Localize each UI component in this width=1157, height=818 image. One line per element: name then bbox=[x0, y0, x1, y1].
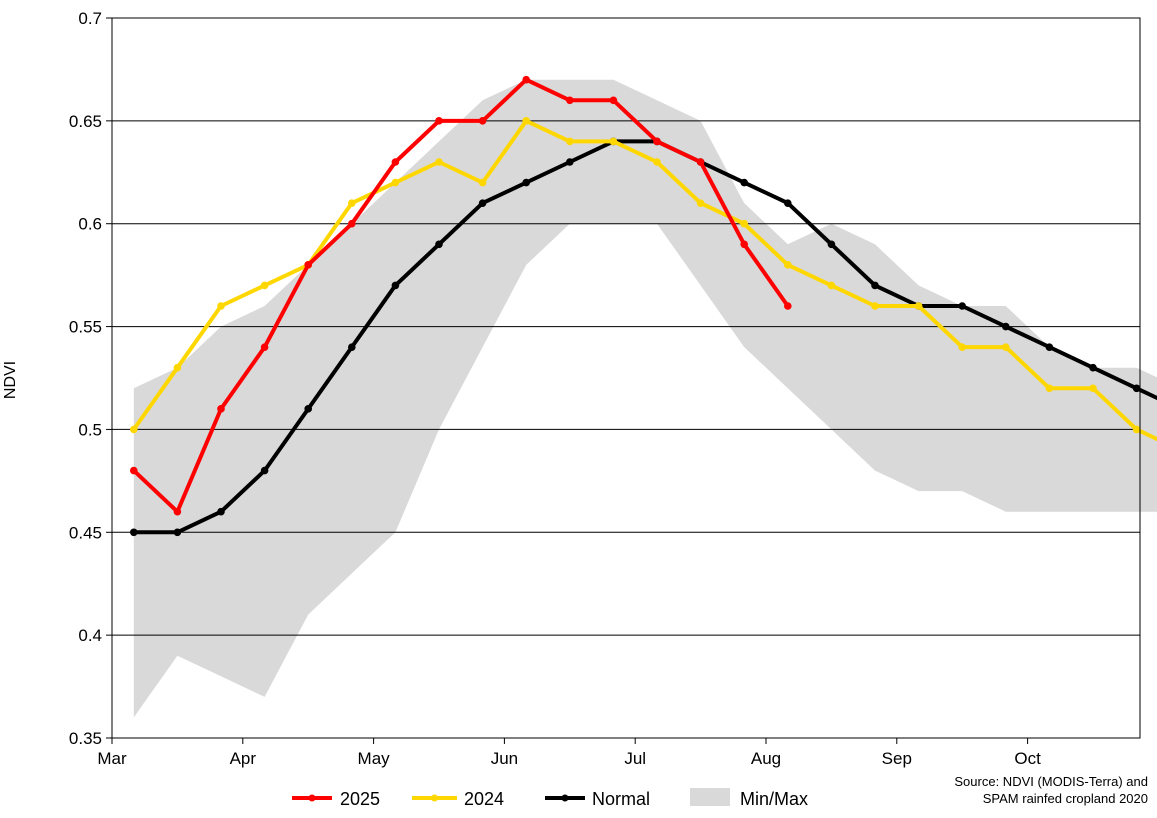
series-2024-point bbox=[391, 178, 400, 187]
series-normal-point bbox=[1089, 363, 1097, 372]
legend-normal-marker bbox=[561, 794, 569, 802]
series-2025-point bbox=[653, 137, 661, 146]
series-2024-point bbox=[696, 199, 705, 207]
series-2024-point bbox=[1045, 384, 1054, 393]
y-tick-label: 0.4 bbox=[78, 626, 102, 645]
series-2024-point bbox=[653, 158, 661, 166]
series-normal-point bbox=[958, 302, 966, 310]
y-axis-label: NDVI bbox=[2, 361, 19, 399]
x-tick-label: Jun bbox=[491, 749, 518, 768]
series-normal-point bbox=[348, 343, 356, 351]
series-2025-point bbox=[435, 117, 443, 125]
y-tick-label: 0.65 bbox=[69, 112, 102, 131]
legend-min-max-swatch bbox=[690, 788, 730, 806]
series-2025-point bbox=[130, 466, 138, 475]
series-normal-point bbox=[478, 199, 487, 207]
series-normal-point bbox=[435, 240, 443, 249]
series-normal-point bbox=[391, 281, 400, 290]
series-2024-point bbox=[827, 281, 836, 290]
legend-2024-marker bbox=[431, 794, 438, 802]
x-tick-label: Sep bbox=[882, 749, 912, 768]
series-2025-point bbox=[391, 158, 400, 166]
y-tick-label: 0.5 bbox=[78, 420, 102, 439]
series-normal-point bbox=[304, 405, 313, 413]
legend-2025-label: 2025 bbox=[340, 789, 380, 809]
x-tick-label: Jul bbox=[624, 749, 646, 768]
series-2024-point bbox=[130, 425, 138, 434]
series-normal-point bbox=[260, 466, 269, 475]
series-layer bbox=[130, 75, 1157, 537]
series-2025-point bbox=[304, 261, 313, 269]
source-note-line-1: Source: NDVI (MODIS-Terra) and bbox=[954, 774, 1148, 789]
series-2024-point bbox=[1089, 384, 1097, 393]
series-normal-point bbox=[1132, 384, 1141, 393]
series-2024-point bbox=[958, 343, 966, 351]
min-max-band bbox=[133, 79, 1157, 718]
x-tick-label: Aug bbox=[751, 749, 781, 768]
series-normal-line bbox=[131, 139, 1157, 535]
series-2025-point bbox=[260, 343, 269, 351]
x-tick-label: Oct bbox=[1014, 749, 1041, 768]
series-2024-point bbox=[740, 219, 748, 228]
y-tick-label: 0.55 bbox=[69, 318, 102, 337]
legend-2025-marker bbox=[308, 794, 316, 802]
source-note-line-2: SPAM rainfed cropland 2020 bbox=[983, 791, 1148, 806]
series-2025-point bbox=[696, 158, 705, 166]
series-2024-point bbox=[1132, 425, 1141, 434]
axes: 0.35 0.4 0.45 0.5 0.55 0.6 0.65 0.7 Mar Apr May Jun… bbox=[69, 9, 1141, 768]
series-2024-point bbox=[566, 137, 574, 146]
legend: 2025 2024 Normal Min/Max bbox=[292, 788, 808, 809]
x-tick-label: Mar bbox=[97, 749, 127, 768]
series-normal-point bbox=[740, 178, 748, 187]
y-tick-label: 0.45 bbox=[69, 523, 102, 542]
y-tick-label: 0.7 bbox=[78, 9, 102, 28]
series-2024-point bbox=[522, 117, 530, 125]
x-tick-label: May bbox=[358, 749, 391, 768]
series-2024-point bbox=[871, 302, 879, 310]
y-tick-label: 0.6 bbox=[78, 215, 102, 234]
series-2024-point bbox=[784, 261, 792, 269]
legend-2024-label: 2024 bbox=[464, 789, 504, 809]
series-2024-point bbox=[173, 363, 182, 372]
series-2025-point bbox=[609, 96, 618, 105]
series-normal-point bbox=[871, 281, 879, 290]
series-2024-point bbox=[478, 178, 487, 187]
series-2024-point bbox=[348, 199, 356, 207]
series-normal-point bbox=[130, 528, 138, 537]
series-2025-point bbox=[566, 96, 574, 105]
min-max-band-layer bbox=[133, 79, 1157, 718]
series-normal-point bbox=[827, 240, 836, 249]
series-2025-point bbox=[740, 240, 748, 249]
series-2024-point bbox=[217, 302, 225, 310]
series-2024-point bbox=[914, 302, 923, 310]
series-normal-point bbox=[522, 178, 530, 187]
series-normal-point bbox=[1045, 343, 1054, 351]
series-2025-point bbox=[522, 75, 530, 84]
legend-normal-label: Normal bbox=[592, 789, 650, 809]
x-tick-label: Apr bbox=[230, 749, 257, 768]
series-2024-point bbox=[609, 137, 618, 146]
series-normal-point bbox=[1002, 322, 1010, 331]
series-2025-point bbox=[173, 507, 182, 516]
series-normal-point bbox=[173, 528, 182, 537]
plot-frame bbox=[111, 17, 1141, 739]
series-2025-point bbox=[348, 219, 356, 228]
series-2024-point bbox=[1002, 343, 1010, 351]
series-normal-point bbox=[566, 158, 574, 166]
series-normal-point bbox=[217, 507, 225, 516]
gridlines bbox=[112, 120, 1140, 636]
legend-min-max-label: Min/Max bbox=[740, 789, 808, 809]
series-2025-line bbox=[131, 77, 790, 514]
series-2024-point bbox=[435, 158, 443, 166]
series-2025-point bbox=[478, 117, 487, 125]
y-tick-label: 0.35 bbox=[69, 729, 102, 748]
series-2024-line bbox=[131, 118, 1157, 442]
series-normal-point bbox=[784, 199, 792, 207]
series-2024-point bbox=[260, 281, 269, 290]
series-2025-point bbox=[217, 405, 225, 413]
series-2025-point bbox=[784, 302, 792, 310]
